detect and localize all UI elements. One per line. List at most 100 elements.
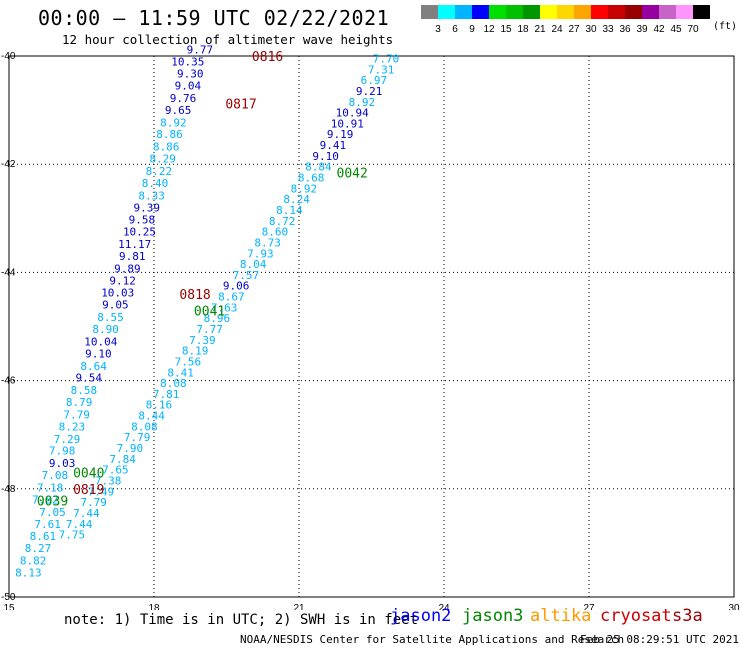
wave-height-label: 10.04 <box>84 335 117 348</box>
wave-height-label: 10.94 <box>336 107 369 120</box>
wave-height-label: 7.08 <box>42 469 69 482</box>
wave-height-label: 9.81 <box>119 250 146 263</box>
y-tick-label: -42 <box>1 159 16 170</box>
pass-time-label: 0816 <box>252 50 283 65</box>
y-tick-label: -50 <box>1 592 16 603</box>
wave-height-label: 7.49 <box>88 485 115 498</box>
color-scale-label: 3 <box>435 24 441 35</box>
wave-height-label: 11.17 <box>118 238 151 251</box>
wave-height-label: 7.90 <box>117 442 144 455</box>
wave-height-label: 10.25 <box>123 226 156 239</box>
wave-height-label: 7.44 <box>66 518 93 531</box>
pass-time-label: 0041 <box>194 304 225 319</box>
wave-height-label: 7.63 <box>211 301 238 314</box>
wave-height-label: 8.08 <box>160 377 187 390</box>
wave-height-label: 8.55 <box>97 311 124 324</box>
wave-height-label: 9.05 <box>102 299 129 312</box>
x-tick-label: 15 <box>3 603 15 610</box>
wave-height-map: 15 18 21 24 27 30-40-42-44-46-48-509.7710.359… <box>1 43 740 610</box>
color-swatch <box>489 5 506 19</box>
color-scale-label: 42 <box>653 24 665 35</box>
wave-height-label: 9.54 <box>76 372 103 385</box>
color-swatch <box>608 5 625 19</box>
y-tick-label: -46 <box>1 376 16 387</box>
wave-height-label: 7.79 <box>124 431 151 444</box>
wave-height-label: 7.77 <box>196 323 223 336</box>
wave-height-label: 8.86 <box>156 128 183 141</box>
color-scale-label: 27 <box>568 24 580 35</box>
footer-timestamp: Feb 25 08:29:51 UTC 2021 <box>580 633 739 646</box>
wave-height-label: 8.68 <box>298 172 325 185</box>
color-swatch <box>523 5 540 19</box>
wave-height-label: 9.12 <box>109 274 136 287</box>
wave-height-label: 9.39 <box>134 201 161 214</box>
color-swatch <box>557 5 574 19</box>
wave-height-label: 6.97 <box>361 74 388 87</box>
wave-height-label: 8.60 <box>262 226 289 239</box>
wave-height-label: 8.29 <box>149 153 176 166</box>
color-swatch <box>540 5 557 19</box>
wave-height-label: 8.73 <box>254 236 281 249</box>
color-scale-label: 21 <box>534 24 546 35</box>
wave-height-label: 7.39 <box>189 334 216 347</box>
wave-height-label: 8.82 <box>20 555 47 568</box>
color-swatch <box>574 5 591 19</box>
wave-height-label: 7.93 <box>247 247 274 260</box>
map-subtitle: 12 hour collection of altimeter wave hei… <box>62 32 394 47</box>
wave-height-label: 8.90 <box>92 323 119 336</box>
wave-height-label: 9.06 <box>223 280 250 293</box>
wave-height-label: 7.70 <box>373 52 400 65</box>
wave-height-label: 7.98 <box>49 445 76 458</box>
pass-time-label: 0818 <box>179 288 210 303</box>
wave-height-label: 9.77 <box>187 43 214 56</box>
wave-height-label: 8.64 <box>80 360 107 373</box>
color-swatch <box>659 5 676 19</box>
x-tick-label: 27 <box>583 603 595 610</box>
y-tick-label: -48 <box>1 484 16 495</box>
wave-height-label: 10.91 <box>331 117 364 130</box>
satellite-altika: altika <box>530 606 592 626</box>
color-scale-label: 15 <box>500 24 512 35</box>
wave-height-label: 9.58 <box>129 214 156 227</box>
color-swatch <box>472 5 489 19</box>
x-tick-label: 24 <box>438 603 450 610</box>
color-scale-units: (ft) <box>713 21 738 32</box>
map-title: 00:00 – 11:59 UTC 02/22/2021 <box>38 6 390 30</box>
color-swatch <box>625 5 642 19</box>
color-scale-label: 33 <box>602 24 614 35</box>
x-tick-label: 30 <box>728 603 740 610</box>
x-tick-label: 18 <box>148 603 160 610</box>
wave-height-label: 8.13 <box>15 566 42 579</box>
wave-height-label: 8.84 <box>305 161 332 174</box>
color-scale-label: 12 <box>483 24 495 35</box>
map-frame <box>8 55 735 598</box>
wave-height-label: 8.40 <box>142 177 169 190</box>
wave-height-label: 8.92 <box>160 116 187 129</box>
wave-height-label: 8.86 <box>153 141 180 154</box>
footer-credit: NOAA/NESDIS Center for Satellite Applica… <box>240 633 625 646</box>
wave-height-label: 7.56 <box>175 355 202 368</box>
wave-height-label: 7.44 <box>73 507 100 520</box>
color-scale-label: 9 <box>469 24 475 35</box>
wave-height-label: 8.58 <box>71 384 98 397</box>
wave-height-label: 7.75 <box>59 529 86 542</box>
wave-height-label: 8.19 <box>182 345 209 358</box>
wave-height-label: 8.16 <box>146 399 173 412</box>
satellite-cryosat: cryosat <box>600 606 672 626</box>
pass-time-label: 0817 <box>225 98 256 113</box>
color-scale-label: 70 <box>687 24 699 35</box>
satellite-jason2: jason2 <box>390 606 452 626</box>
wave-height-label: 7.81 <box>153 388 180 401</box>
wave-height-label: 7.65 <box>102 464 129 477</box>
wave-height-label: 8.61 <box>30 530 57 543</box>
color-scale-label: 18 <box>517 24 529 35</box>
color-swatch <box>506 5 523 19</box>
wave-height-label: 8.08 <box>131 420 158 433</box>
wave-height-label: 9.04 <box>175 80 202 93</box>
wave-height-label: 9.89 <box>114 262 141 275</box>
color-scale-legend: 3 6 9 12 15 18 21 24 27 30 33 36 39 42 45 70 <box>421 5 710 35</box>
wave-height-label: 7.84 <box>109 453 136 466</box>
color-swatch <box>693 5 710 19</box>
color-swatch <box>591 5 608 19</box>
wave-height-label: 7.61 <box>34 518 61 531</box>
